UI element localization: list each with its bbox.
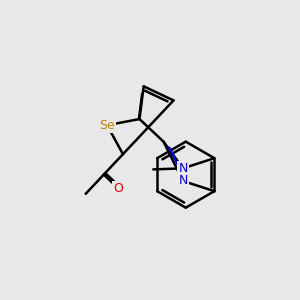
Text: Se: Se xyxy=(99,119,115,132)
Text: N: N xyxy=(178,175,188,188)
Text: O: O xyxy=(113,182,123,195)
Text: N: N xyxy=(178,162,188,175)
